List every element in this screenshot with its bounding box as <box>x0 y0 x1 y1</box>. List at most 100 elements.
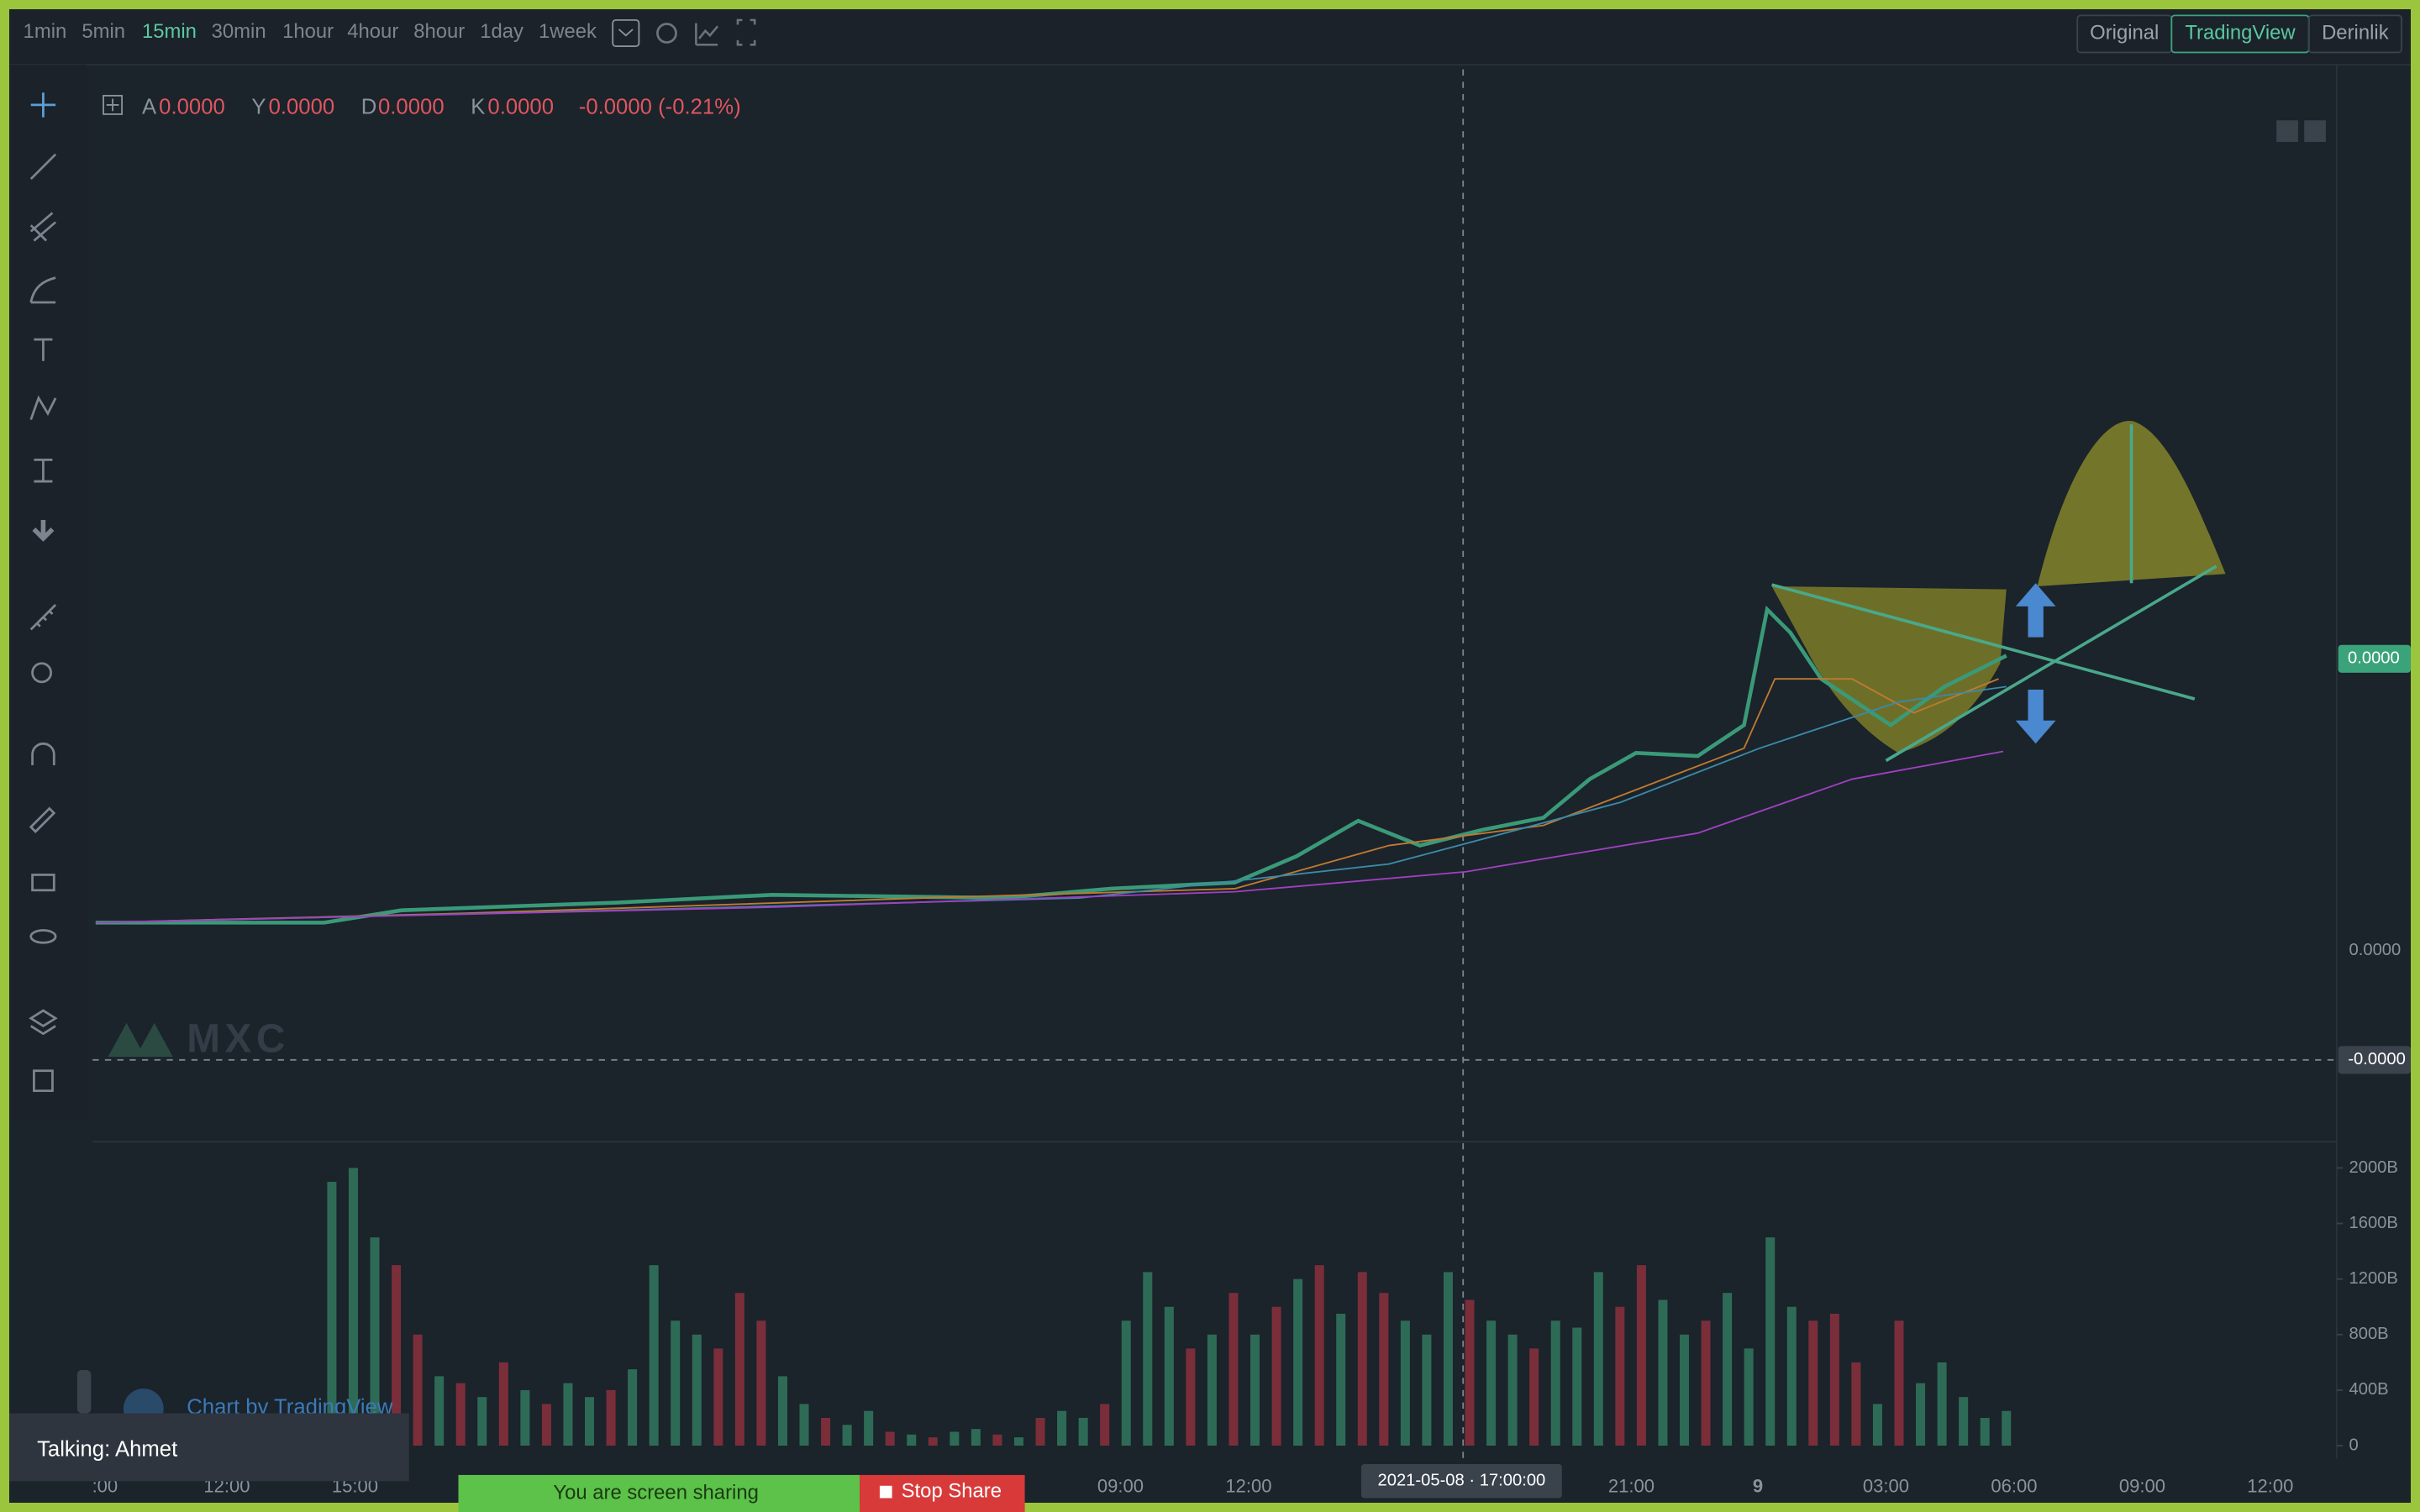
volume-bar <box>1293 1278 1303 1446</box>
legend-value: 0.0000 <box>378 95 445 118</box>
drawing-toolbar <box>9 65 87 1121</box>
volume-bar <box>1980 1417 1990 1446</box>
volume-bar <box>734 1293 744 1446</box>
crosshair-price: -0.0000 <box>2348 1050 2405 1068</box>
volume-bar <box>2002 1410 2012 1446</box>
legend-toggle[interactable] <box>103 94 124 115</box>
interval-dropdown[interactable] <box>612 18 640 48</box>
volume-bar <box>1186 1348 1196 1446</box>
volume-bar <box>671 1320 681 1446</box>
visibility-tool[interactable] <box>29 929 57 944</box>
interval-button[interactable]: 1hour <box>282 20 334 43</box>
volume-bar <box>864 1410 874 1446</box>
volume-bar <box>413 1334 423 1446</box>
fullscreen-icon[interactable] <box>736 18 756 46</box>
volume-bar <box>1808 1320 1818 1446</box>
volume-bar <box>1336 1313 1346 1446</box>
up-arrow <box>2015 583 2056 638</box>
interval-button[interactable]: 1day <box>480 20 523 43</box>
volume-bar <box>1680 1334 1690 1446</box>
settings-icon[interactable] <box>656 23 677 44</box>
resistance-line <box>1771 583 2196 701</box>
view-label[interactable]: Derinlik <box>2322 22 2389 45</box>
volume-bar <box>1121 1320 1131 1446</box>
legend-key: K <box>471 95 485 118</box>
magnet-tool[interactable] <box>31 742 55 766</box>
interval-button[interactable]: 30min <box>212 20 266 43</box>
volume-bar <box>692 1334 702 1446</box>
volume-bar <box>756 1320 766 1446</box>
stop-share[interactable]: Stop Share <box>902 1479 1002 1502</box>
volume-bar <box>1786 1306 1797 1446</box>
trash-tool[interactable] <box>33 1069 54 1092</box>
sharing-bar <box>458 1474 860 1512</box>
interval-button[interactable]: 5min <box>82 20 125 43</box>
text-tool[interactable] <box>34 338 53 361</box>
scroll-button[interactable] <box>2276 120 2298 142</box>
view-label[interactable]: TradingView <box>2185 22 2296 45</box>
ohlc-legend: A 0.0000 Y 0.0000 D 0.0000 K 0.0000 <box>142 95 554 118</box>
volume-bar <box>1035 1417 1045 1446</box>
volume-bar <box>1872 1404 1882 1446</box>
view-label[interactable]: Original <box>2090 22 2159 45</box>
volume-bar <box>1615 1306 1625 1446</box>
ruler-tool[interactable] <box>29 604 57 631</box>
volume-bar <box>1550 1320 1560 1446</box>
volume-bar <box>1572 1327 1582 1446</box>
ma-long <box>95 750 2004 924</box>
collapse-handle[interactable] <box>76 1370 92 1414</box>
volume-bar <box>1078 1417 1088 1446</box>
volume-bar <box>842 1425 852 1446</box>
lock-tool[interactable] <box>31 874 55 892</box>
lock-draw-tool[interactable] <box>29 806 56 833</box>
fib-tool[interactable] <box>29 212 57 242</box>
volume-bar <box>1250 1334 1260 1446</box>
volume-bar <box>1851 1362 1861 1446</box>
y-tick-label: 400B <box>2349 1380 2389 1399</box>
time-label: 03:00 <box>1863 1475 1909 1496</box>
volume-bar <box>477 1397 487 1446</box>
volume-bar <box>1164 1306 1174 1446</box>
brush-tool[interactable] <box>29 276 56 304</box>
view-switch: Original TradingView Derinlik <box>2076 14 2402 54</box>
trendline-tool[interactable] <box>29 153 57 181</box>
time-label: 09:00 <box>2119 1475 2165 1496</box>
zoom-tool[interactable] <box>31 662 52 684</box>
crosshair-tool[interactable] <box>30 92 56 118</box>
interval-button[interactable]: 1min <box>24 20 67 43</box>
y-tick-label: 2000B <box>2349 1158 2398 1177</box>
volume-bar <box>1701 1320 1711 1446</box>
crosshair-time-badge <box>1361 1464 1562 1499</box>
volume-bar <box>1723 1293 1733 1446</box>
volume-bar <box>928 1437 938 1446</box>
volume-bar <box>541 1404 551 1446</box>
time-label: 21:00 <box>1608 1475 1655 1496</box>
pattern-tool[interactable] <box>29 395 57 421</box>
volume-bar <box>1314 1265 1324 1446</box>
view-button[interactable] <box>2307 14 2402 54</box>
price-level: 0.0000 <box>2349 941 2402 959</box>
volume-bar <box>1829 1313 1839 1446</box>
interval-button[interactable]: 15min <box>142 20 197 43</box>
volume-bar <box>1271 1306 1281 1446</box>
arrow-tool[interactable] <box>32 519 55 542</box>
interval-button[interactable]: 8hour <box>413 20 465 43</box>
indicator-icon[interactable] <box>695 23 719 46</box>
support-line <box>1885 564 2217 763</box>
volume-bar <box>950 1431 960 1446</box>
volume-bar <box>1013 1437 1024 1446</box>
chart-background <box>9 9 2411 1503</box>
volume-bar <box>606 1389 616 1446</box>
volume-bar <box>992 1434 1002 1446</box>
volume-bar <box>628 1369 638 1446</box>
volume-bar <box>1207 1334 1217 1446</box>
measure-tool[interactable] <box>34 458 53 483</box>
interval-button[interactable]: 1week <box>539 20 597 43</box>
y-tick-label: 0 <box>2349 1436 2359 1454</box>
down-arrow <box>2015 690 2056 744</box>
interval-button[interactable]: 4hour <box>347 20 398 43</box>
volume-bar <box>713 1348 723 1446</box>
layers-tool[interactable] <box>29 1009 58 1036</box>
scroll-button[interactable] <box>2304 120 2326 142</box>
volume-bar <box>392 1265 402 1446</box>
